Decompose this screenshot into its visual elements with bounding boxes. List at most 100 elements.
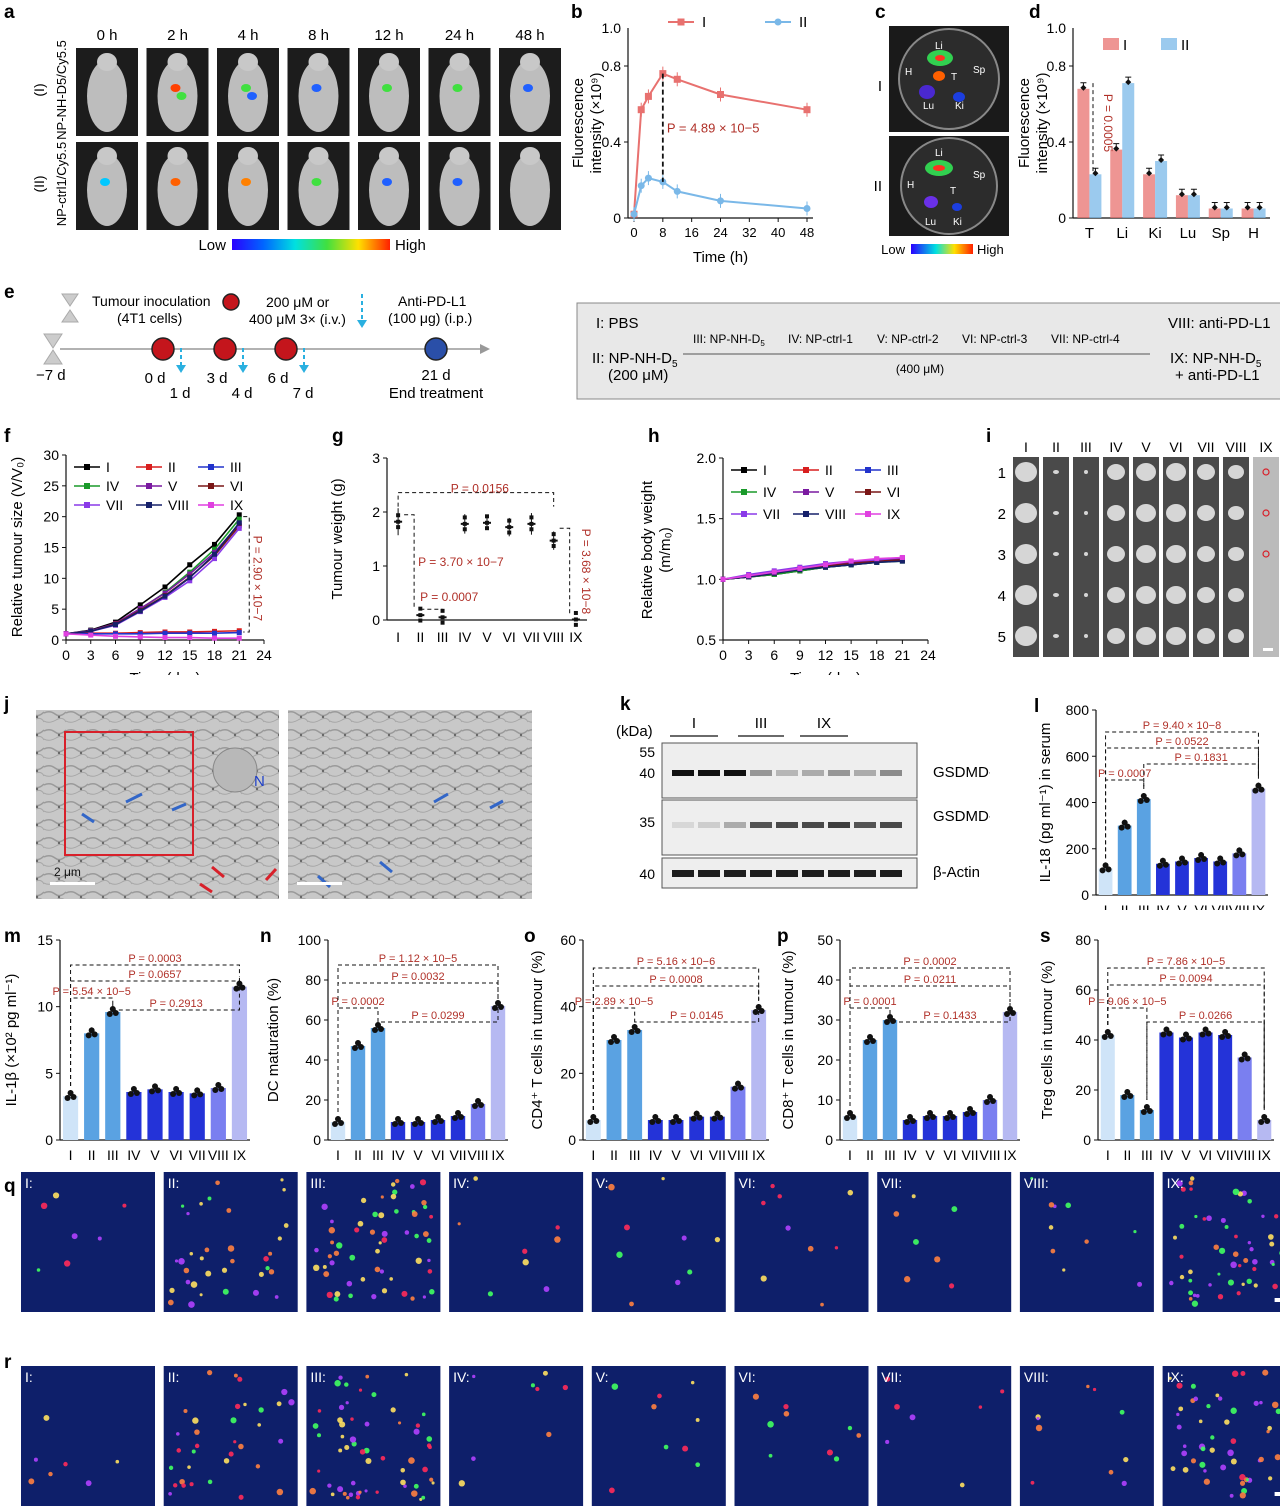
- p-value: P = 2.90 × 10−7: [250, 536, 264, 622]
- y-tick-label: 30: [817, 1012, 833, 1028]
- data-point: [1160, 1031, 1167, 1038]
- y-tick-label: 40: [560, 999, 576, 1015]
- p-value: P = 0.0005: [1101, 94, 1115, 152]
- data-point: [1163, 1026, 1170, 1033]
- data-point: [637, 182, 645, 190]
- row-label: 2: [998, 506, 1006, 523]
- cell-signal: [1137, 1281, 1143, 1287]
- data-point: [412, 1121, 418, 1127]
- bar: [1257, 1120, 1272, 1140]
- band-fl: [672, 770, 694, 776]
- x-tick-label: V: [413, 1147, 423, 1163]
- data-point: [187, 575, 193, 581]
- x-tick-label: IV: [1160, 1147, 1174, 1163]
- colorbar-low: Low: [198, 237, 226, 254]
- p-value: P = 0.0003: [128, 953, 181, 965]
- cell-signal: [1199, 1461, 1206, 1468]
- signal-spot: [170, 178, 181, 186]
- y-axis-label: Tumour weight (g): [329, 478, 346, 599]
- cell-signal: [542, 1370, 548, 1376]
- cell-signal: [312, 1423, 319, 1429]
- data-point: [1140, 793, 1147, 800]
- band-actin: [672, 870, 694, 877]
- y-axis-label: IL-1β (×10² pg ml⁻¹): [3, 974, 20, 1107]
- data-point: [1222, 1029, 1229, 1035]
- legend-label: I: [763, 462, 767, 478]
- p-value: P = 9.40 × 10−8: [1143, 720, 1221, 732]
- time-label: 8 h: [308, 27, 329, 44]
- cell-signal: [431, 1481, 435, 1485]
- cell-signal: [1267, 1425, 1272, 1431]
- cell-signal: [52, 1192, 60, 1199]
- band-gsdmd-fl: GSDMD-FL: [933, 764, 990, 781]
- fluorescence-tile: [163, 1366, 298, 1506]
- cell-signal: [194, 1429, 200, 1435]
- end-treatment: End treatment: [389, 385, 484, 402]
- cell-signal: [1217, 1272, 1221, 1276]
- data-point: [717, 91, 724, 98]
- cell-signal: [1035, 1424, 1043, 1432]
- x-tick-label: 9: [796, 647, 804, 663]
- series-line-VIII: [722, 560, 903, 581]
- data-point: [418, 613, 423, 618]
- data-point: [1092, 170, 1099, 177]
- data-point: [551, 532, 556, 537]
- p-value: P = 0.1831: [1174, 752, 1227, 764]
- data-point: [1180, 1036, 1186, 1043]
- cell-signal: [1252, 1258, 1258, 1265]
- tumour: [1053, 634, 1059, 638]
- fluorescence-tile: [163, 1172, 298, 1312]
- cell-signal: [1210, 1435, 1215, 1440]
- tumour-absent-marker: [1262, 468, 1270, 476]
- cell-signal: [371, 1392, 377, 1398]
- bar: [168, 1092, 184, 1140]
- cell-signal: [190, 1281, 198, 1288]
- data-point: [1217, 855, 1224, 862]
- cell-signal: [1193, 1396, 1199, 1402]
- data-point: [944, 1115, 950, 1121]
- data-point: [1198, 852, 1205, 858]
- y-axis-label: Treg cells in tumour (%): [1039, 961, 1056, 1120]
- cell-signal: [167, 1299, 174, 1306]
- bar: [668, 1120, 684, 1140]
- mouse-head: [449, 147, 470, 165]
- x-tick-label: 0: [630, 225, 637, 240]
- band-n: [828, 822, 850, 828]
- data-point: [1199, 1031, 1206, 1038]
- legend-label: I: [106, 459, 110, 475]
- cell-signal: [783, 1403, 789, 1410]
- panel-label-l: l: [1034, 696, 1039, 717]
- column-label: IV: [1109, 439, 1123, 455]
- mouse-head: [520, 53, 540, 71]
- cell-signal: [1181, 1450, 1188, 1457]
- cell-signal: [473, 1176, 478, 1181]
- signal-spot: [247, 92, 257, 100]
- row-label-II: II: [874, 178, 882, 195]
- significance-bracket: [849, 967, 1011, 1106]
- bar: [606, 1040, 622, 1140]
- x-tick-label: VI: [1199, 1147, 1212, 1163]
- data-point: [899, 554, 905, 560]
- data-point: [590, 1114, 597, 1120]
- cell-signal: [355, 1495, 361, 1500]
- legend-label: II: [1181, 37, 1189, 54]
- legend-label: VIII: [825, 506, 846, 522]
- data-point: [1219, 1034, 1226, 1040]
- significance-bracket: [634, 1000, 760, 1023]
- cell-signal: [1189, 1187, 1193, 1191]
- data-point: [418, 606, 423, 611]
- tumour: [1197, 587, 1215, 603]
- y-tick-label: 0: [825, 1132, 833, 1148]
- significance-bracket: [1143, 763, 1259, 790]
- data-point: [529, 515, 534, 520]
- mouse-body: [87, 60, 127, 132]
- cell-signal: [546, 1431, 552, 1438]
- tumour: [1015, 626, 1037, 646]
- legend-label: II: [825, 462, 833, 478]
- cell-signal: [185, 1279, 191, 1285]
- band-actin: [828, 870, 850, 877]
- cell-signal: [228, 1451, 234, 1457]
